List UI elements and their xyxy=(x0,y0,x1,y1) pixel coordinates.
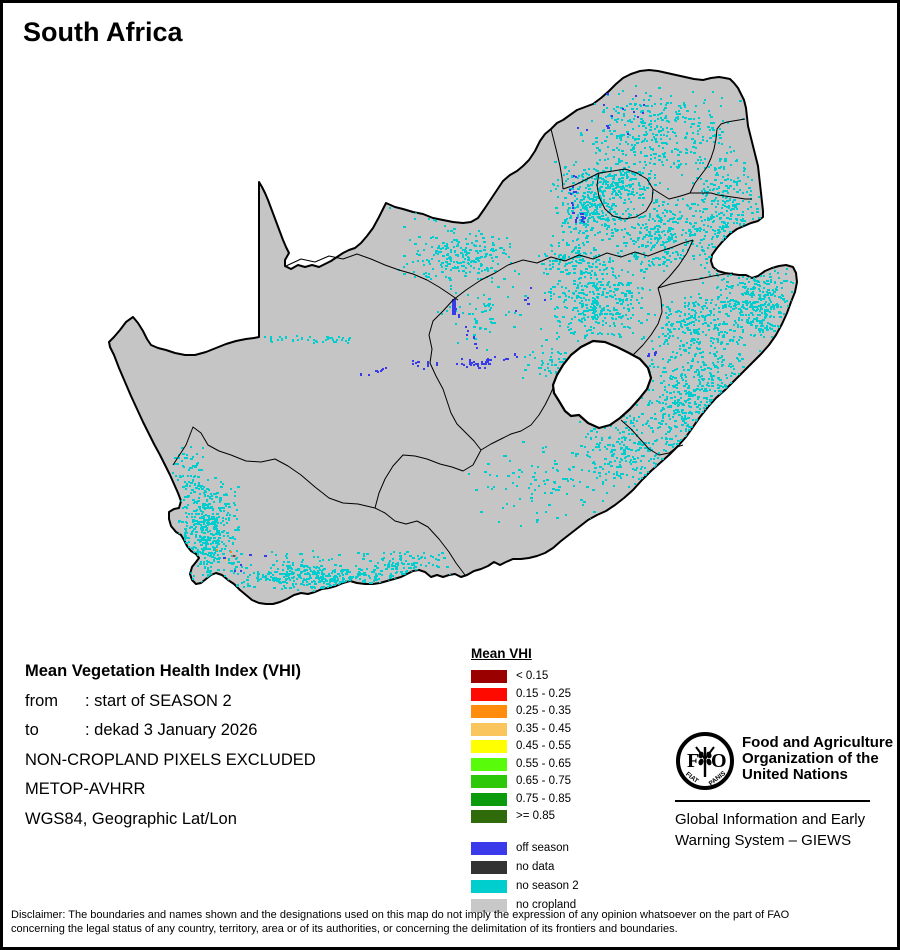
legend-swatch xyxy=(471,687,507,701)
legend-label: off season xyxy=(516,841,569,854)
province-boundaries xyxy=(172,118,752,576)
legend-label: 0.15 - 0.25 xyxy=(516,687,571,700)
legend-row: 0.15 - 0.25 xyxy=(471,687,579,706)
legend-label: no data xyxy=(516,860,555,873)
legend-row: 0.35 - 0.45 xyxy=(471,722,579,741)
legend-swatch xyxy=(471,775,507,788)
legend-swatch xyxy=(471,879,507,893)
info-row: to: dekad 3 January 2026 xyxy=(25,721,258,739)
page-title: South Africa xyxy=(23,17,183,47)
legend-row: no cropland xyxy=(471,899,579,918)
legend-row: off season xyxy=(471,841,579,861)
legend-label: 0.35 - 0.45 xyxy=(516,722,571,735)
map-legend: Mean VHI < 0.15 0.15 - 0.25 0.25 - 0.35 0.3… xyxy=(471,646,579,918)
org-divider xyxy=(675,800,870,802)
legend-swatch xyxy=(471,792,507,806)
legend-row: no data xyxy=(471,860,579,880)
legend-title: Mean VHI xyxy=(471,646,532,661)
disclaimer-text: Disclaimer: The boundaries and names sho… xyxy=(11,909,790,935)
legend-swatch xyxy=(471,757,507,771)
legend-row: 0.55 - 0.65 xyxy=(471,757,579,776)
info-row: from: start of SEASON 2 xyxy=(25,691,232,710)
map-info-block: Mean Vegetation Health Index (VHI) from:… xyxy=(25,657,316,834)
legend-row: no season 2 xyxy=(471,879,579,899)
info-row: METOP-AVHRR xyxy=(25,780,146,798)
giews-subtitle: Global Information and Early Warning Sys… xyxy=(675,811,866,849)
legend-swatch xyxy=(471,740,507,753)
fao-logo-icon: F O FIAT PANIS xyxy=(676,732,734,790)
legend-row: >= 0.85 xyxy=(471,810,579,828)
legend-swatch xyxy=(471,722,507,736)
legend-row: < 0.15 xyxy=(471,670,579,688)
legend-label: 0.75 - 0.85 xyxy=(516,792,571,805)
legend-swatch xyxy=(471,899,507,913)
legend-row: 0.25 - 0.35 xyxy=(471,705,579,723)
legend-extra-classes: off season no data no season 2 no cropland xyxy=(471,841,579,919)
info-row: WGS84, Geographic Lat/Lon xyxy=(25,809,237,828)
legend-label: 0.45 - 0.55 xyxy=(516,740,571,752)
legend-label: 0.65 - 0.75 xyxy=(516,775,571,787)
legend-label: 0.55 - 0.65 xyxy=(516,757,571,770)
legend-label: no season 2 xyxy=(516,879,579,892)
legend-vhi-classes: < 0.15 0.15 - 0.25 0.25 - 0.35 0.35 - 0.45 0… xyxy=(471,670,579,828)
legend-row: 0.65 - 0.75 xyxy=(471,775,579,793)
info-row: NON-CROPLAND PIXELS EXCLUDED xyxy=(25,750,316,769)
legend-swatch xyxy=(471,670,507,683)
legend-swatch xyxy=(471,705,507,718)
legend-label: no cropland xyxy=(516,899,577,912)
legend-row: 0.45 - 0.55 xyxy=(471,740,579,758)
legend-swatch xyxy=(471,860,507,874)
south-africa-map xyxy=(108,69,798,605)
legend-row: 0.75 - 0.85 xyxy=(471,792,579,811)
legend-label: 0.25 - 0.35 xyxy=(516,705,571,717)
legend-swatch xyxy=(471,810,507,823)
lesotho-enclave xyxy=(551,339,653,430)
info-row: Mean Vegetation Health Index (VHI) xyxy=(25,662,301,680)
legend-label: >= 0.85 xyxy=(516,810,556,822)
legend-label: < 0.15 xyxy=(516,670,549,682)
legend-swatch xyxy=(471,841,507,855)
fao-org-name: Food and Agriculture Organization of the… xyxy=(742,734,894,783)
